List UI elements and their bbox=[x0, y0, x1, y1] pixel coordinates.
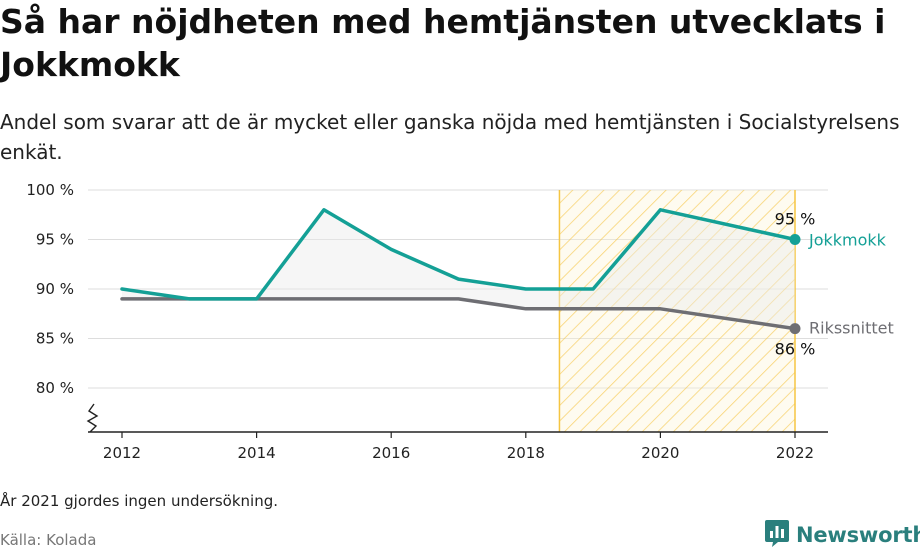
brand-name: Newsworthy bbox=[796, 523, 920, 547]
x-tick-label: 2016 bbox=[372, 444, 410, 462]
difference-area bbox=[122, 209, 795, 329]
y-tick-label: 90 % bbox=[36, 280, 74, 298]
newsworthy-brand[interactable]: Newsworthy bbox=[764, 519, 920, 551]
end-point-jokkmokk bbox=[789, 234, 801, 245]
x-tick-label: 2020 bbox=[641, 444, 679, 462]
value-label-rikssnittet: 86 % bbox=[775, 340, 816, 359]
x-tick-label: 2014 bbox=[238, 444, 276, 462]
series-label-jokkmokk: Jokkmokk bbox=[808, 231, 887, 250]
x-tick-label: 2012 bbox=[103, 444, 141, 462]
x-tick-label: 2022 bbox=[776, 444, 814, 462]
source-credit: Källa: Kolada bbox=[0, 531, 97, 549]
y-tick-label: 95 % bbox=[36, 231, 74, 249]
chart-title: Så har nöjdheten med hemtjänsten utveckl… bbox=[0, 2, 886, 84]
value-label-jokkmokk: 95 % bbox=[775, 210, 816, 229]
series-label-rikssnittet: Rikssnittet bbox=[809, 319, 894, 338]
axis-break-icon bbox=[86, 403, 99, 433]
end-point-rikssnittet bbox=[789, 323, 801, 335]
newsworthy-logo-icon bbox=[764, 518, 790, 552]
y-tick-label: 100 % bbox=[26, 181, 74, 199]
chart-subtitle: Andel som svarar att de är mycket eller … bbox=[0, 110, 900, 164]
y-tick-label: 85 % bbox=[36, 330, 74, 348]
y-tick-label: 80 % bbox=[36, 379, 74, 397]
x-tick-label: 2018 bbox=[507, 444, 545, 462]
line-chart: 80 % 85 % 90 % 95 % 100 % 2012 2014 2016 2018 202… bbox=[26, 181, 894, 462]
series-line-jokkmokk bbox=[120, 208, 797, 301]
footnote: År 2021 gjordes ingen undersökning. bbox=[0, 492, 279, 510]
